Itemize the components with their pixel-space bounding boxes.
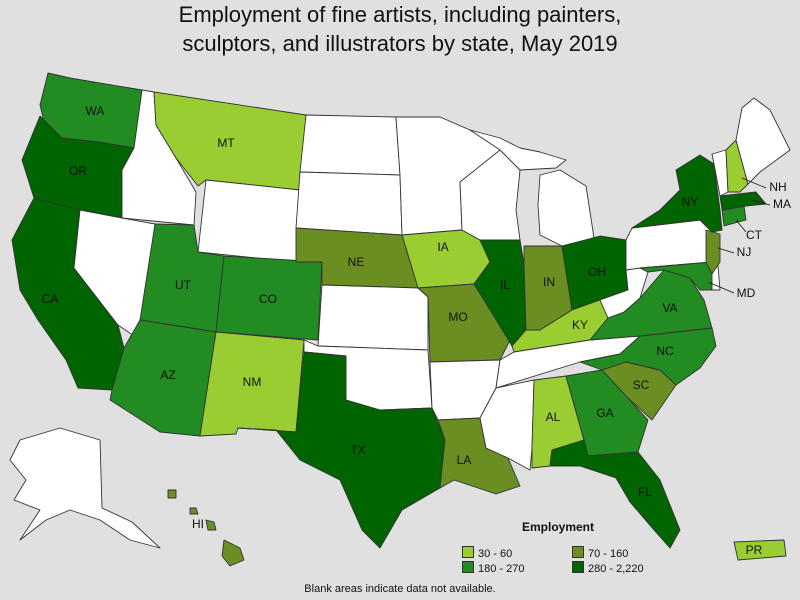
legend-title: Employment <box>522 520 595 534</box>
label-fl: FL <box>638 485 652 499</box>
label-or: OR <box>69 164 87 178</box>
state-nj[interactable] <box>705 229 721 275</box>
label-va: VA <box>662 301 677 315</box>
label-ia: IA <box>437 240 448 254</box>
state-mi-upper[interactable] <box>469 129 567 171</box>
legend-item-3: 180 - 270 <box>462 561 524 575</box>
us-states-map: WA OR CA MT UT CO AZ NM NE TX IA MO LA I… <box>9 72 791 567</box>
state-ks[interactable] <box>317 284 429 351</box>
state-nh[interactable] <box>725 139 749 193</box>
title-line-1: Employment of fine artists, including pa… <box>178 2 622 27</box>
label-mo: MO <box>448 310 467 324</box>
label-oh: OH <box>588 265 606 279</box>
legend-item-4: 280 - 2,220 <box>572 561 644 575</box>
label-il: IL <box>500 278 510 292</box>
state-sd[interactable] <box>295 171 403 236</box>
label-az: AZ <box>160 368 175 382</box>
label-sc: SC <box>633 378 650 392</box>
label-ky: KY <box>572 318 588 332</box>
state-vt[interactable] <box>711 149 729 197</box>
leader-ma <box>751 199 771 206</box>
state-mi[interactable] <box>537 169 595 247</box>
map-title: Employment of fine artists, including pa… <box>0 0 800 58</box>
label-ny: NY <box>682 195 699 209</box>
label-nh: NH <box>769 180 786 194</box>
state-ak[interactable] <box>9 427 161 549</box>
legend-item-1: 30 - 60 <box>462 546 512 560</box>
label-ca: CA <box>42 292 59 306</box>
footnote: Blank areas indicate data not available. <box>304 583 496 595</box>
label-al: AL <box>546 410 561 424</box>
label-mt: MT <box>217 136 235 150</box>
legend-item-2: 70 - 160 <box>572 546 628 560</box>
label-in: IN <box>543 275 555 289</box>
state-wy[interactable] <box>197 179 301 263</box>
state-pr[interactable] <box>733 539 787 561</box>
state-hi-kauai[interactable] <box>167 489 177 499</box>
legend-swatch-3 <box>462 561 474 573</box>
state-hi-big[interactable] <box>221 539 245 567</box>
legend-label-1: 30 - 60 <box>478 548 513 560</box>
state-shapes <box>9 72 791 567</box>
label-ma: MA <box>773 197 791 211</box>
label-tx: TX <box>350 443 365 457</box>
state-hi-maui[interactable] <box>205 519 217 531</box>
label-hi: HI <box>192 517 204 531</box>
state-fl[interactable] <box>549 439 681 549</box>
legend-swatch-2 <box>572 546 584 558</box>
leader-nj <box>717 247 735 254</box>
state-hi-oahu[interactable] <box>189 507 199 515</box>
label-nm: NM <box>243 375 262 389</box>
legend-label-3: 180 - 270 <box>478 563 525 575</box>
legend-label-2: 70 - 160 <box>588 548 629 560</box>
state-nc[interactable] <box>579 327 717 386</box>
legend-swatch-1 <box>462 546 474 558</box>
legend-swatch-4 <box>572 561 584 573</box>
leader-ct <box>735 219 747 233</box>
label-co: CO <box>259 292 277 306</box>
state-me[interactable] <box>735 97 791 185</box>
label-nc: NC <box>656 344 674 358</box>
label-ct: CT <box>746 228 763 242</box>
label-md: MD <box>737 286 756 300</box>
leader-nh <box>741 177 767 189</box>
state-labels: WA OR CA MT UT CO AZ NM NE TX IA MO LA I… <box>42 104 791 557</box>
state-ma[interactable] <box>719 191 767 211</box>
label-ne: NE <box>348 255 365 269</box>
label-ga: GA <box>596 406 613 420</box>
title-line-2: sculptors, and illustrators by state, Ma… <box>182 31 618 56</box>
state-ny[interactable] <box>631 154 723 233</box>
leader-md <box>707 281 735 294</box>
label-wa: WA <box>86 104 105 118</box>
label-nj: NJ <box>737 245 752 259</box>
label-la: LA <box>457 453 472 467</box>
legend-label-4: 280 - 2,220 <box>588 563 644 575</box>
state-tx[interactable] <box>237 351 446 549</box>
label-ut: UT <box>175 278 192 292</box>
state-nd[interactable] <box>299 114 401 176</box>
label-pr: PR <box>746 543 763 557</box>
